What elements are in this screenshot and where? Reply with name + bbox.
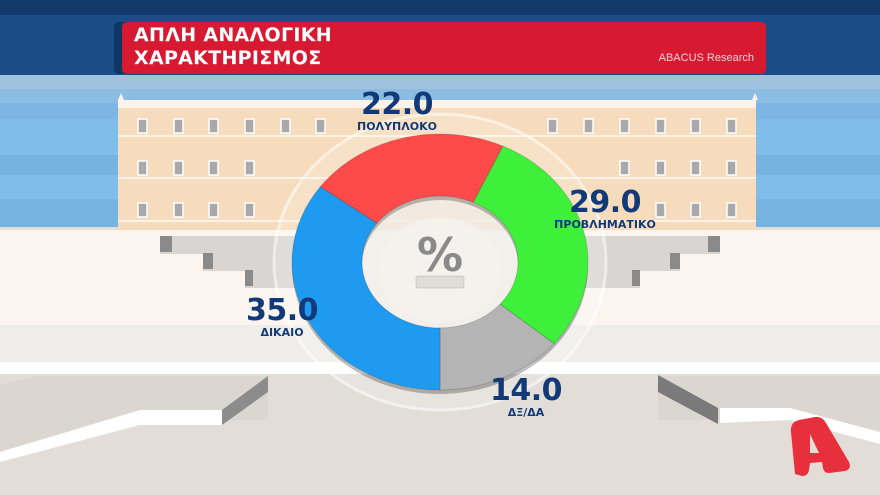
category-dikaio: ΔΙΚΑΙΟ [260,326,304,339]
slice-polyploko [319,133,504,224]
value-polyploko: 22.0 [360,87,434,122]
category-dxda: ΔΞ/ΔΑ [507,406,545,419]
chart-title-line2: ΧΑΡΑΚΤΗΡΙΣΜΟΣ [134,47,322,69]
center-plaque [415,275,465,289]
chart-title-line1: ΑΠΛΗ ΑΝΑΛΟΓΙΚΗ [134,24,332,46]
slice-dxda [439,303,555,391]
value-provlimatiko: 29.0 [568,185,642,220]
slice-dikaio [291,186,441,391]
category-polyploko: ΠΟΛΥΠΛΟΚΟ [357,120,437,133]
channel-logo-icon [790,416,850,476]
label-provlimatiko: 29.0 ΠΡΟΒΛΗΜΑΤΙΚΟ [545,185,665,232]
label-dikaio: 35.0 ΔΙΚΑΙΟ [232,293,332,340]
value-dikaio: 35.0 [245,293,319,328]
source-label: ABACUS Research [658,52,754,64]
donut-slices [291,133,589,394]
title-bar: ΑΠΛΗ ΑΝΑΛΟΓΙΚΗ ΧΑΡΑΚΤΗΡΙΣΜΟΣ ABACUS Rese… [122,22,766,74]
percent-symbol: % [417,228,463,282]
label-dxda: 14.0 ΔΞ/ΔΑ [476,373,576,420]
label-polyploko: 22.0 ΠΟΛΥΠΛΟΚΟ [342,87,452,134]
value-dxda: 14.0 [489,373,563,408]
category-provlimatiko: ΠΡΟΒΛΗΜΑΤΙΚΟ [554,218,656,231]
slice-provlimatiko [472,145,589,345]
